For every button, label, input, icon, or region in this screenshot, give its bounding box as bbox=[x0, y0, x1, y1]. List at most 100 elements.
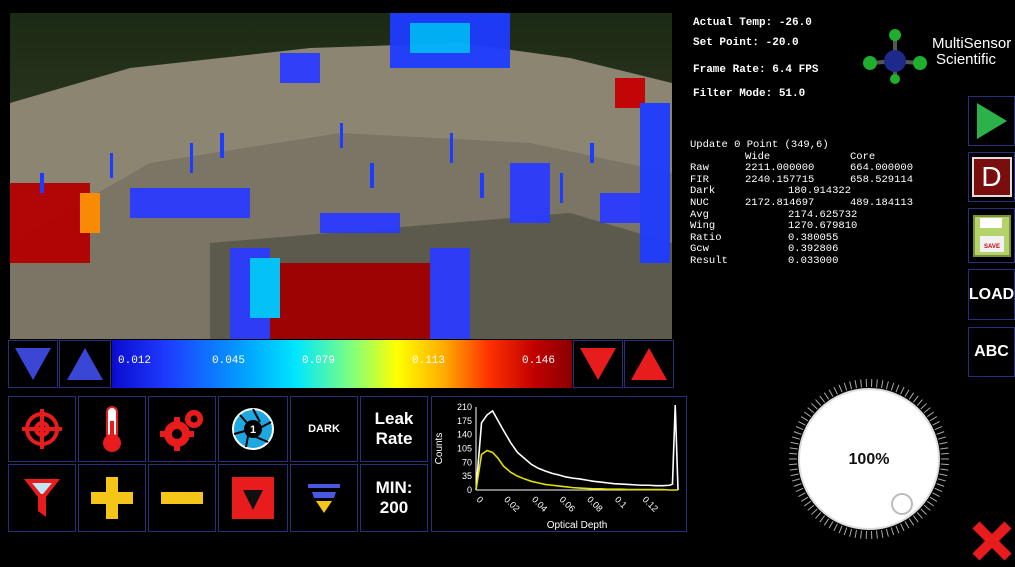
dial-tick bbox=[890, 382, 895, 391]
dial-tick bbox=[843, 382, 848, 391]
scale-label-4: 0.146 bbox=[522, 355, 556, 367]
dial-tick bbox=[881, 529, 884, 538]
gain-dial[interactable]: 100% bbox=[784, 374, 954, 544]
readout-value: 1270.679810 bbox=[788, 220, 858, 233]
dial-tick bbox=[789, 452, 798, 455]
dial-tick bbox=[800, 496, 809, 502]
dark-mode-button[interactable]: D bbox=[968, 152, 1015, 202]
background-button[interactable] bbox=[218, 464, 288, 532]
dial-tick bbox=[798, 492, 806, 497]
leak-rate-button[interactable]: Leak Rate bbox=[360, 396, 428, 462]
dial-tick bbox=[791, 478, 800, 482]
aperture-number: 1 bbox=[250, 424, 256, 436]
aperture-button[interactable]: 1 bbox=[218, 396, 288, 462]
dial-tick bbox=[798, 421, 806, 426]
dial-tick bbox=[939, 473, 948, 477]
actual-temp: Actual Temp: -26.0 bbox=[693, 17, 812, 29]
scale-min-down-button[interactable] bbox=[8, 340, 58, 388]
molecule-icon bbox=[863, 29, 927, 84]
dial-tick bbox=[789, 468, 798, 471]
dial-tick bbox=[849, 528, 853, 537]
triangle-up-icon bbox=[631, 348, 667, 380]
dial-tick bbox=[803, 500, 812, 507]
dial-tick bbox=[815, 399, 822, 406]
set-point: Set Point: -20.0 bbox=[693, 37, 799, 49]
scale-max-down-button[interactable] bbox=[573, 340, 623, 388]
dial-tick bbox=[807, 407, 815, 414]
plus-icon bbox=[91, 477, 133, 519]
save-button[interactable]: SAVE bbox=[968, 208, 1015, 263]
dial-tick bbox=[789, 463, 798, 466]
load-button[interactable]: LOAD bbox=[968, 269, 1015, 320]
dial-tick bbox=[940, 447, 949, 450]
dial-tick bbox=[793, 431, 802, 435]
subtract-button[interactable] bbox=[148, 464, 216, 532]
dial-tick bbox=[923, 407, 931, 414]
readout-value: 0.392806 bbox=[788, 243, 839, 256]
readout-label: NUC bbox=[690, 197, 709, 209]
camera-view[interactable] bbox=[10, 13, 672, 339]
dial-tick bbox=[823, 518, 830, 526]
add-button[interactable] bbox=[78, 464, 146, 532]
temperature-button[interactable] bbox=[78, 396, 146, 462]
readout-value: 0.033000 bbox=[788, 255, 839, 267]
dial-tick bbox=[876, 530, 878, 539]
dial-tick bbox=[938, 478, 947, 482]
dial-tick bbox=[807, 504, 815, 511]
dial-tick bbox=[932, 421, 940, 426]
close-button[interactable] bbox=[968, 515, 1015, 567]
play-icon bbox=[976, 103, 1007, 139]
d-icon: D bbox=[971, 157, 1012, 197]
brand-line1: MultiSensor bbox=[932, 35, 1012, 52]
readout-label: Dark bbox=[690, 185, 716, 198]
x-axis-label: Optical Depth bbox=[547, 520, 608, 531]
dial-tick bbox=[900, 386, 905, 395]
dial-tick bbox=[800, 416, 809, 422]
x-tick-label: 0.06 bbox=[558, 494, 577, 513]
min-button[interactable]: MIN: 200 bbox=[360, 464, 428, 532]
scale-max-up-button[interactable] bbox=[624, 340, 674, 388]
dial-tick bbox=[793, 483, 802, 487]
y-tick-label: 210 bbox=[457, 402, 472, 412]
dial-tick bbox=[843, 527, 848, 536]
dial-tick bbox=[854, 529, 857, 538]
target-button[interactable] bbox=[8, 396, 76, 462]
close-icon bbox=[971, 521, 1012, 561]
triangle-down-icon bbox=[15, 348, 51, 380]
triangle-down-icon bbox=[580, 348, 616, 380]
layered-funnel-icon bbox=[308, 484, 340, 513]
filter-button[interactable] bbox=[8, 464, 76, 532]
frame-rate: Frame Rate: 6.4 FPS bbox=[693, 64, 819, 76]
dark-button[interactable]: DARK bbox=[290, 396, 358, 462]
dial-tick bbox=[940, 463, 949, 466]
layer-filter-button[interactable] bbox=[290, 464, 358, 532]
scale-min-up-button[interactable] bbox=[59, 340, 111, 388]
y-tick-label: 70 bbox=[462, 457, 472, 467]
readout-panel: Update 0 Point (349,6) Wide Core Raw 2211… bbox=[690, 139, 940, 280]
scale-label-3: 0.113 bbox=[412, 355, 446, 367]
dial-tick bbox=[833, 523, 838, 532]
dial-knob[interactable] bbox=[891, 493, 913, 515]
dial-tick bbox=[900, 523, 905, 532]
readout-label: Result bbox=[690, 255, 728, 267]
readout-label: Avg bbox=[690, 208, 709, 221]
dial-tick bbox=[876, 379, 878, 388]
readout-wide: 2240.157715 bbox=[745, 173, 815, 186]
funnel-icon bbox=[24, 479, 60, 517]
settings-button[interactable] bbox=[148, 396, 216, 462]
dial-tick bbox=[916, 512, 923, 519]
readout-value: 180.914322 bbox=[788, 185, 852, 198]
play-button[interactable] bbox=[968, 96, 1015, 146]
histogram-panel: 0 35 70 105 140 175 210 0 0.02 0.04 0.06 0.08 0.1 0.1… bbox=[431, 396, 687, 532]
dial-tick bbox=[912, 395, 919, 403]
dial-tick bbox=[860, 530, 862, 539]
abc-button[interactable]: ABC bbox=[968, 327, 1015, 377]
dial-tick bbox=[920, 403, 927, 410]
x-tick-label: 0 bbox=[475, 494, 486, 505]
scale-label-1: 0.045 bbox=[212, 355, 246, 367]
brand-line2: Scientific bbox=[936, 51, 997, 68]
dial-tick bbox=[811, 403, 818, 410]
readout-value: 0.380055 bbox=[788, 231, 839, 244]
dial-tick bbox=[838, 384, 843, 393]
y-tick-label: 35 bbox=[462, 471, 472, 481]
